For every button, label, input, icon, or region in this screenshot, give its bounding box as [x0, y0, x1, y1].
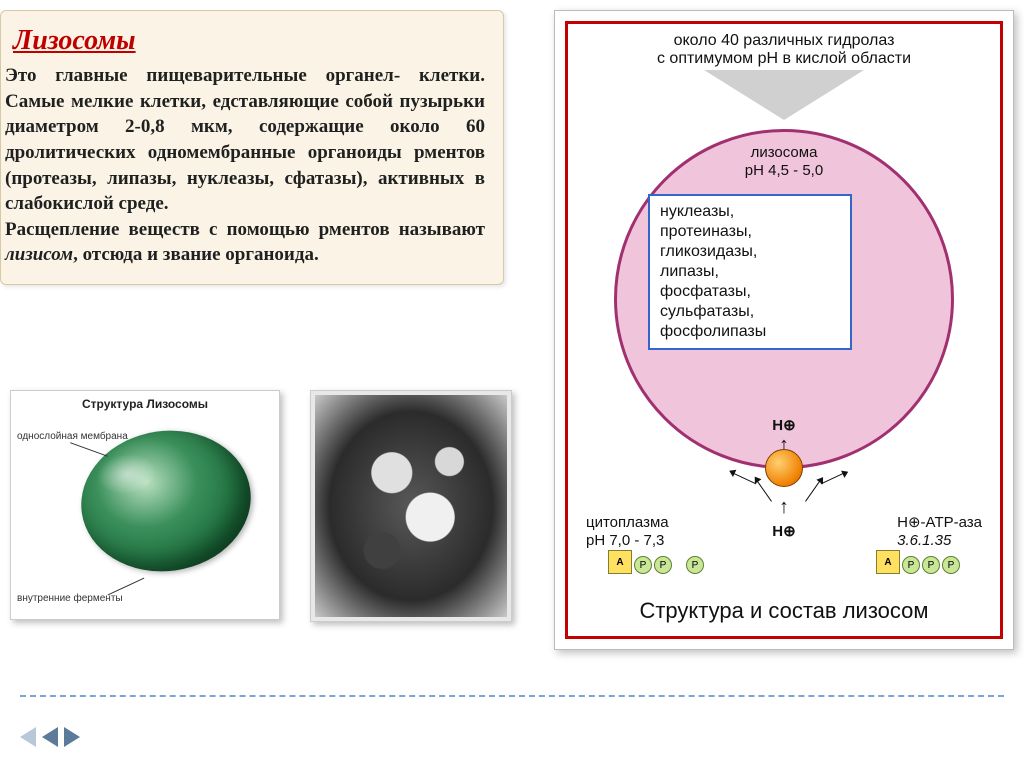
- phosphate: P: [922, 556, 940, 574]
- enz-6: фосфолипазы: [660, 322, 840, 342]
- enz-4: фосфатазы,: [660, 282, 840, 302]
- diagram-inner: около 40 различных гидролаз с оптимумом …: [565, 21, 1003, 639]
- proton-pump: [765, 449, 803, 487]
- membrane-leader: [70, 442, 108, 457]
- electron-micrograph-content: [315, 395, 507, 617]
- ph-line1: лизосома: [751, 144, 818, 161]
- atp-molecule: A P P P: [876, 550, 960, 574]
- cyto-line1: цитоплазма: [586, 514, 669, 531]
- divider: [20, 695, 1004, 697]
- radial-arrow: [805, 478, 822, 502]
- phosphate: P: [902, 556, 920, 574]
- paragraph-2-post: , отсюда и звание органоида.: [73, 244, 319, 265]
- diagram-top-line1: около 40 различных гидролаз: [674, 32, 895, 49]
- arrow-up-icon: ↑: [779, 496, 789, 519]
- enz-1: протеиназы,: [660, 222, 840, 242]
- membrane-label: однослойная мембрана: [17, 431, 128, 442]
- lysosome-oval: [72, 420, 260, 582]
- nav-prev-icon[interactable]: [20, 727, 36, 747]
- paragraph-2-pre: Расщепление веществ с помощью рментов на…: [5, 219, 485, 240]
- cytoplasm-label: цитоплазма pH 7,0 - 7,3: [586, 514, 669, 550]
- phosphate: P: [686, 556, 704, 574]
- diagram-panel: около 40 различных гидролаз с оптимумом …: [554, 10, 1014, 650]
- slide-nav: [20, 727, 80, 747]
- enz-0: нуклеазы,: [660, 202, 840, 222]
- callout-triangle: [704, 70, 864, 120]
- ph-label: лизосома pH 4,5 - 5,0: [745, 144, 823, 180]
- paragraph-2-italic: лизисом: [5, 244, 73, 265]
- paragraph-2: Расщепление веществ с помощью рментов на…: [5, 217, 485, 268]
- adenosine: A: [608, 550, 632, 574]
- enz-2: гликозидазы,: [660, 242, 840, 262]
- diagram-title: Структура и состав лизосом: [568, 598, 1000, 624]
- phosphate: P: [654, 556, 672, 574]
- h-ion-inside: H⊕: [772, 416, 795, 434]
- atpase-label: H⊕-ATP-аза 3.6.1.35: [897, 514, 982, 550]
- phosphate: P: [942, 556, 960, 574]
- text-panel: Лизосомы Это главные пищеварительные орг…: [0, 10, 504, 285]
- structure-image: Структура Лизосомы однослойная мембрана …: [10, 390, 280, 620]
- diagram-top-label: около 40 различных гидролаз с оптимумом …: [568, 32, 1000, 68]
- electron-micrograph: [310, 390, 512, 622]
- radial-arrow: [755, 478, 772, 502]
- atp-line2: 3.6.1.35: [897, 532, 951, 549]
- h-ion-outside: H⊕: [772, 522, 795, 540]
- enzymes-leader: [108, 578, 145, 596]
- diagram-top-line2: с оптимумом pH в кислой области: [657, 50, 911, 67]
- enz-3: липазы,: [660, 262, 840, 282]
- nav-prev-icon[interactable]: [42, 727, 58, 747]
- page-title: Лизосомы: [13, 25, 485, 57]
- nav-next-icon[interactable]: [64, 727, 80, 747]
- structure-image-title: Структура Лизосомы: [11, 397, 279, 411]
- adenosine: A: [876, 550, 900, 574]
- cyto-line2: pH 7,0 - 7,3: [586, 532, 664, 549]
- paragraph-1: Это главные пищеварительные органел- кле…: [5, 63, 485, 217]
- adp-molecule: A P P P: [608, 550, 704, 574]
- ph-line2: pH 4,5 - 5,0: [745, 162, 823, 179]
- atp-line1: H⊕-ATP-аза: [897, 514, 982, 531]
- enz-5: сульфатазы,: [660, 302, 840, 322]
- enzyme-box: нуклеазы, протеиназы, гликозидазы, липаз…: [648, 194, 852, 350]
- phosphate: P: [634, 556, 652, 574]
